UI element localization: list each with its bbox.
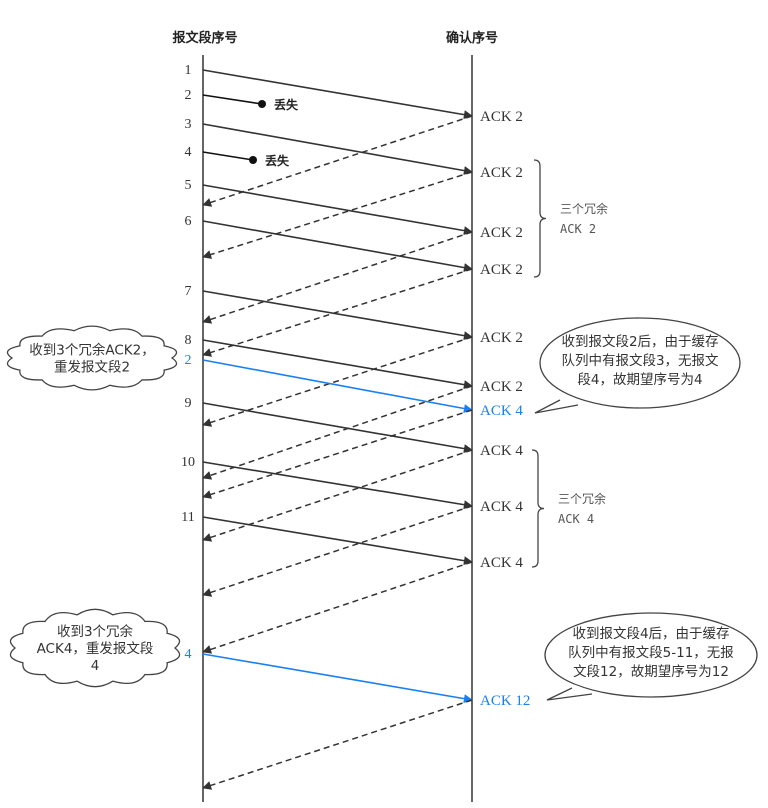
retransmit-segment-arrow — [202, 359, 473, 413]
bubble-text-line: 收到报文段2后，由于缓存 — [561, 334, 718, 350]
lost-dot-icon — [249, 156, 257, 164]
segment-number-label: 2 — [185, 353, 192, 368]
ack-label: ACK 12 — [480, 693, 530, 709]
ack-label: ACK 4 — [480, 555, 523, 571]
segment-arrow — [202, 220, 473, 273]
ack-label: ACK 2 — [480, 109, 523, 125]
ack-label: ACK 4 — [480, 443, 523, 459]
segment-number-label: 11 — [181, 510, 194, 525]
brace-note-line1: 三个冗余 — [560, 201, 608, 216]
brace-note-line2: ACK 4 — [558, 512, 594, 526]
ack-label: ACK 2 — [480, 330, 523, 346]
segment-arrow — [202, 402, 473, 454]
ack-label: ACK 2 — [480, 262, 523, 278]
thought-cloud — [9, 608, 181, 688]
lost-label: 丢失 — [265, 153, 290, 168]
ack-label: ACK 2 — [480, 379, 523, 395]
segment-arrow — [202, 184, 473, 236]
segment-number-label: 5 — [185, 178, 192, 193]
segment-number-label: 8 — [185, 333, 192, 348]
cloud-text-line: 收到3个冗余ACK2， — [29, 342, 154, 359]
lost-label: 丢失 — [274, 97, 299, 112]
bubble-text-line: 段4，故期望序号为4 — [577, 372, 702, 388]
cloud-text-line: ACK4，重发报文段 — [37, 641, 154, 657]
segment-arrow — [202, 461, 473, 510]
segment-number-label: 1 — [185, 63, 192, 78]
ack-dashed-arrow — [202, 505, 473, 597]
segment-arrow — [202, 69, 473, 120]
ack-label: ACK 4 — [480, 403, 523, 419]
bubble-text-line: 队列中有报文段5-11，无报 — [568, 645, 734, 661]
cloud-text-line: 收到3个冗余 — [57, 623, 134, 640]
bubble-text-line: 队列中有报文段3，无报文 — [561, 353, 719, 369]
segment-number-label: 4 — [185, 145, 192, 160]
segment-arrow — [202, 290, 473, 341]
speech-bubble — [544, 612, 758, 698]
ack-dashed-arrow — [202, 268, 473, 357]
bubble-text-line: 文段12，故期望序号为12 — [573, 664, 729, 680]
speech-bubble — [539, 317, 741, 409]
sender-header: 报文段序号 — [172, 30, 237, 46]
ack-dashed-arrow — [202, 385, 473, 480]
ack-dashed-arrow — [202, 231, 473, 324]
speech-bubble-joint — [573, 684, 591, 694]
ack-label: ACK 2 — [480, 165, 523, 181]
segment-arrow — [202, 123, 473, 176]
ack-dashed-arrow — [202, 449, 473, 542]
ack-dashed-arrow — [202, 409, 473, 499]
segment-number-label: 10 — [181, 455, 195, 470]
segment-number-label: 3 — [185, 117, 192, 132]
segment-number-label: 9 — [185, 396, 192, 411]
ack-dashed-arrow — [202, 561, 473, 654]
speech-bubble-tail — [534, 399, 579, 414]
cloud-text-line: 4 — [91, 658, 100, 674]
speech-bubble-joint — [561, 396, 577, 405]
lost-dot-icon — [258, 100, 266, 108]
segment-number-label: 4 — [185, 647, 192, 662]
ack-dashed-arrow — [202, 699, 473, 790]
segment-number-label: 6 — [185, 214, 192, 229]
ack-label: ACK 4 — [480, 499, 523, 515]
lost-segment-line — [202, 94, 263, 105]
brace-note-line1: 三个冗余 — [558, 491, 606, 506]
curly-brace — [531, 449, 545, 568]
ack-dashed-arrow — [202, 171, 473, 259]
bubble-text-line: 收到报文段4后，由于缓存 — [572, 626, 729, 642]
brace-note-line2: ACK 2 — [560, 222, 596, 236]
ack-label: ACK 2 — [480, 225, 523, 241]
ack-dashed-arrow — [202, 336, 473, 427]
curly-brace — [533, 159, 547, 278]
retransmit-segment-arrow — [202, 653, 473, 704]
receiver-header: 确认序号 — [446, 30, 498, 46]
ack-dashed-arrow — [202, 115, 473, 207]
cloud-text-line: 重发报文段2 — [54, 360, 130, 376]
thought-cloud — [6, 325, 178, 391]
segment-arrow — [202, 516, 473, 566]
segment-number-label: 2 — [185, 88, 192, 103]
segment-arrow — [202, 339, 473, 390]
segment-number-label: 7 — [185, 284, 192, 299]
speech-bubble-tail — [546, 687, 593, 701]
lost-segment-line — [202, 151, 254, 161]
